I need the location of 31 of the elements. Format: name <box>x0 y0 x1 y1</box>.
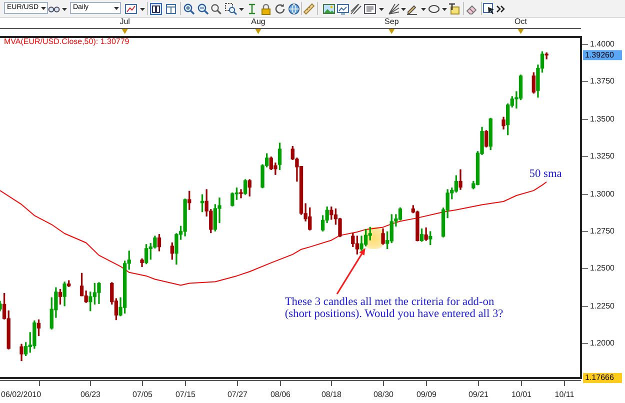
text: 06/02/2010 <box>1 390 42 400</box>
y-tick-label: 1.4000 <box>590 40 616 49</box>
annotation: These 3 candles all met the criteria for add-on (short positions). Would you have entered all 3? <box>284 296 504 320</box>
text: MVA(EUR/USD.Close,50): 1.30779 <box>4 37 130 46</box>
candlestick <box>239 189 243 198</box>
x-tick-label: 07/15 <box>175 390 196 400</box>
x-tick-label: 09/09 <box>416 390 438 400</box>
x2-tick-label: Oct <box>514 17 528 26</box>
y-tick-label: 1.3250 <box>590 152 616 161</box>
y-tick-label: 1.2750 <box>590 226 616 236</box>
x-tick-label: 10/01 <box>511 390 532 400</box>
x2-tick-label: Aug <box>251 17 266 26</box>
text: 1.39260 <box>585 50 614 60</box>
y-tick-label: 1.3750 <box>590 76 616 86</box>
x-tick-label: 07/05 <box>132 390 154 400</box>
y-tick-label: 1.2500 <box>590 264 616 273</box>
y-tick-label: 1.3000 <box>590 190 616 199</box>
x-tick-label: 09/21 <box>468 390 490 400</box>
text: 1.17666 <box>585 373 614 382</box>
y-tick-label: 1.3500 <box>590 114 616 124</box>
x-tick-label: 08/30 <box>373 390 394 400</box>
x2-tick-label: Jul <box>120 17 130 26</box>
x-tick-label: 08/06 <box>270 390 292 400</box>
x-tick-label: 10/11 <box>554 390 575 400</box>
y-tick-label: 1.2000 <box>590 338 616 348</box>
x2-tick-label: Sep <box>384 17 400 26</box>
x-tick-label: 07/27 <box>227 390 248 400</box>
x-tick-label: 08/18 <box>321 390 342 400</box>
x-tick-label: 06/23 <box>80 390 102 400</box>
annotation: 50 sma <box>529 168 562 180</box>
y-tick-label: 1.2250 <box>590 302 616 311</box>
